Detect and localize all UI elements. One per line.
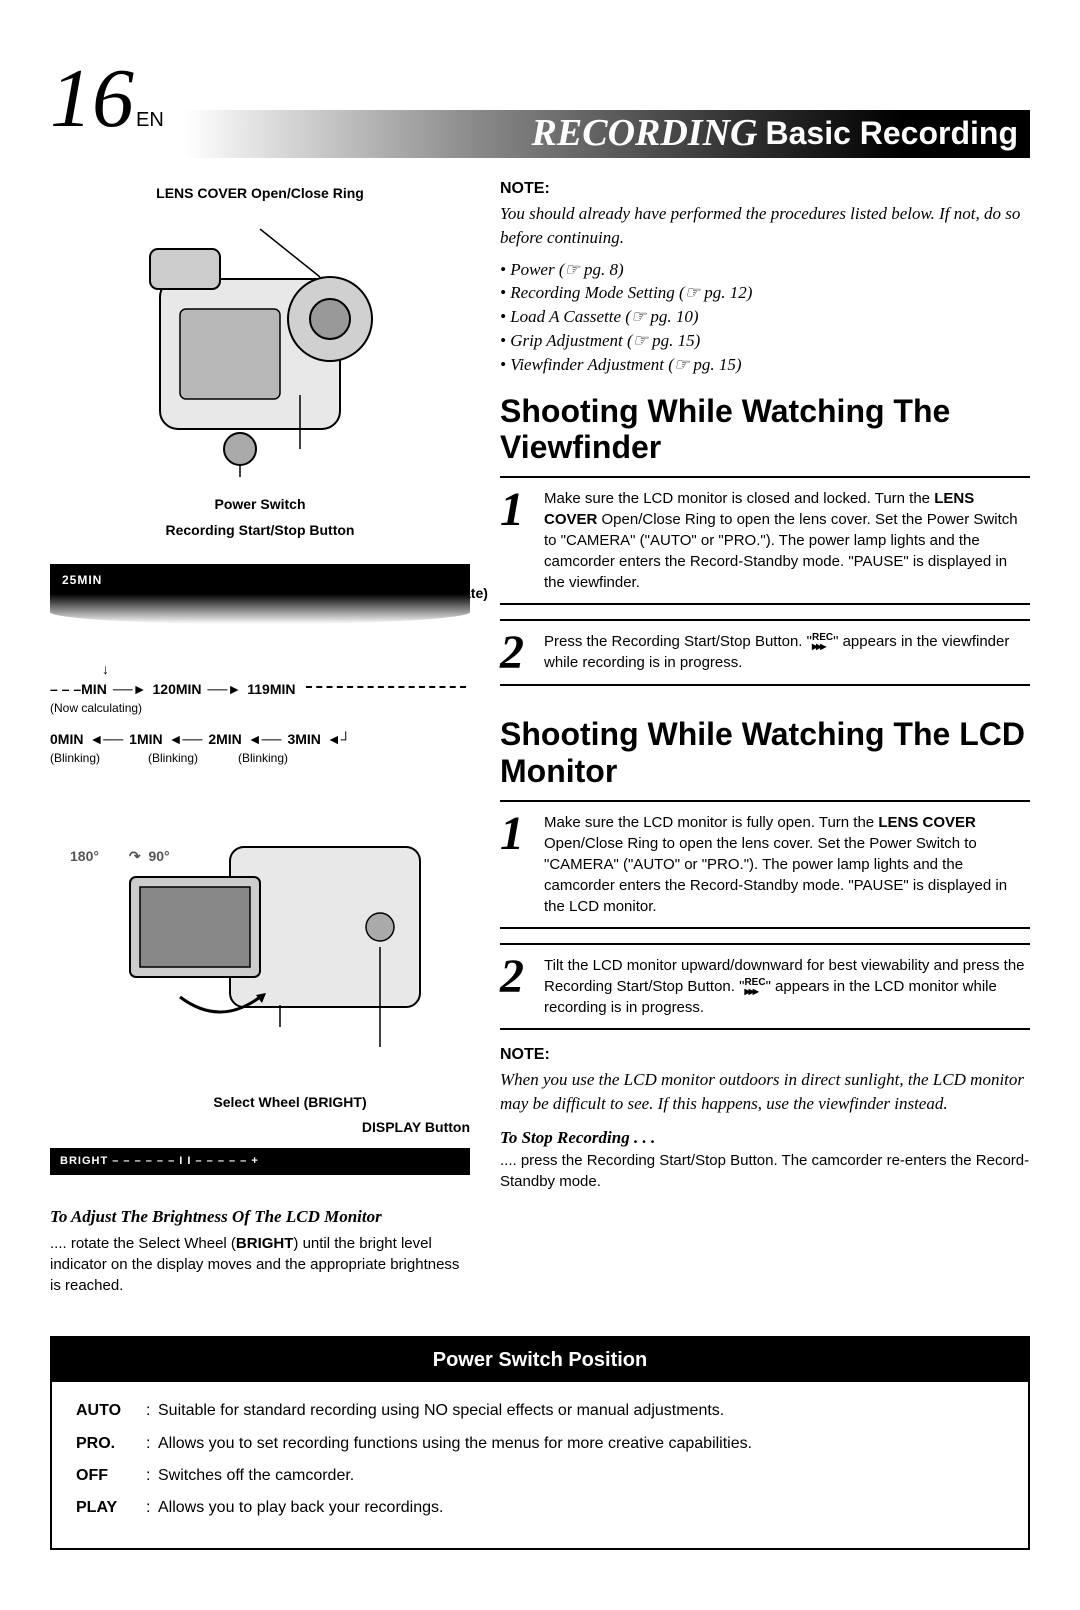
power-label-pro: PRO. [76,1433,146,1455]
page-header: 16EN RECORDING Basic Recording [50,40,1030,158]
section-lcd-title: Shooting While Watching The LCD Monitor [500,716,1030,790]
lens-cover-label: LENS COVER Open/Close Ring [50,184,470,204]
flow-minus: – – –MIN [50,680,107,700]
flow-119: 119MIN [247,680,295,700]
flow-120: 120MIN [153,680,202,700]
bullet-cassette: Load A Cassette (☞ pg. 10) [500,305,1030,329]
note-body-1: You should already have performed the pr… [500,202,1030,250]
blink-1: (Blinking) [148,750,232,767]
camcorder-svg-top [120,219,400,479]
power-row-off: OFF : Switches off the camcorder. [76,1465,1004,1487]
flow-0: 0MIN [50,730,83,750]
power-row-play: PLAY : Allows you to play back your reco… [76,1497,1004,1519]
flow-bottom-notes: (Blinking) (Blinking) (Blinking) [50,750,470,767]
blink-0: (Blinking) [50,750,120,767]
bright-indicator-bar: BRIGHT – – – – – – I I – – – – – + [50,1148,470,1175]
camcorder-diagram-lcd: 180° ↷ 90° [50,807,470,1087]
note-title-1: NOTE: [500,178,1030,200]
power-row-auto: AUTO : Suitable for standard recording u… [76,1400,1004,1422]
tape-indicator-block: Tape remaining time indicator (Approxima… [50,564,470,624]
power-desc-off: Switches off the camcorder. [158,1465,354,1487]
blink-2: (Blinking) [238,750,288,767]
step-number-icon: 2 [500,631,534,674]
time-flow-diagram: ↓ – – –MIN ──► 120MIN ──► 119MIN (Now ca… [50,660,470,766]
rec-button-label: Recording Start/Stop Button [50,521,470,541]
section-viewfinder-title: Shooting While Watching The Viewfinder [500,393,1030,467]
bullet-grip: Grip Adjustment (☞ pg. 15) [500,329,1030,353]
flow-top-note: (Now calculating) [50,700,470,717]
display-button-label: DISPLAY Button [50,1118,470,1138]
main-columns: LENS COVER Open/Close Ring Power Switch … [50,178,1030,1297]
note-body-2: When you use the LCD monitor outdoors in… [500,1068,1030,1116]
time-flow-bottom-row: 0MIN ◄── 1MIN ◄── 2MIN ◄── 3MIN ◄┘ [50,730,470,750]
left-column: LENS COVER Open/Close Ring Power Switch … [50,178,470,1297]
time-flow-top-row: – – –MIN ──► 120MIN ──► 119MIN [50,680,470,700]
power-desc-auto: Suitable for standard recording using NO… [158,1400,724,1422]
step-1-1-text: Make sure the LCD monitor is closed and … [544,488,1030,593]
adjust-brightness-title: To Adjust The Brightness Of The LCD Moni… [50,1205,470,1229]
note-title-2: NOTE: [500,1044,1030,1066]
angle-180: 180° [70,848,99,864]
power-desc-pro: Allows you to set recording functions us… [158,1433,752,1455]
power-box-title: Power Switch Position [52,1338,1028,1382]
angle-labels: 180° ↷ 90° [70,847,170,867]
rec-icon: REC▶▶▶ [812,633,833,651]
title-sub: Basic Recording [765,111,1018,156]
page-number-block: 16EN [50,40,164,158]
bullet-viewfinder: Viewfinder Adjustment (☞ pg. 15) [500,353,1030,377]
power-desc-play: Allows you to play back your recordings. [158,1497,443,1519]
step-1-2-pre: Press the Recording Start/Stop Button. " [544,633,812,650]
step-number-icon: 1 [500,812,534,917]
power-switch-label: Power Switch [50,495,470,515]
power-switch-box: Power Switch Position AUTO : Suitable fo… [50,1336,1030,1550]
stop-recording-title: To Stop Recording . . . [500,1126,1030,1150]
prerequisite-list: Power (☞ pg. 8) Recording Mode Setting (… [500,258,1030,377]
power-box-body: AUTO : Suitable for standard recording u… [52,1382,1028,1548]
flow-2: 2MIN [208,730,241,750]
select-wheel-label: Select Wheel (BRIGHT) [50,1093,470,1113]
stop-recording-text: .... press the Recording Start/Stop Butt… [500,1150,1030,1192]
page-lang: EN [136,109,164,131]
step-2-2-text: Tilt the LCD monitor upward/downward for… [544,955,1030,1018]
step-2-2: 2 Tilt the LCD monitor upward/downward f… [500,943,1030,1030]
step-1-2: 2 Press the Recording Start/Stop Button.… [500,619,1030,686]
power-row-pro: PRO. : Allows you to set recording funct… [76,1433,1004,1455]
title-bar: RECORDING Basic Recording [184,110,1030,158]
step-1-1: 1 Make sure the LCD monitor is closed an… [500,476,1030,605]
step-1-2-text: Press the Recording Start/Stop Button. "… [544,631,1030,674]
right-column: NOTE: You should already have performed … [500,178,1030,1297]
tape-indicator: 25MIN [50,564,470,624]
flow-3: 3MIN [287,730,320,750]
step-number-icon: 1 [500,488,534,593]
bullet-recmode: Recording Mode Setting (☞ pg. 12) [500,281,1030,305]
step-2-1-text: Make sure the LCD monitor is fully open.… [544,812,1030,917]
page-number: 16 [50,52,134,145]
camcorder-diagram-top [50,209,470,489]
step-number-icon: 2 [500,955,534,1018]
adjust-brightness-text: .... rotate the Select Wheel (BRIGHT) un… [50,1233,470,1296]
power-label-off: OFF [76,1465,146,1487]
step-2-1: 1 Make sure the LCD monitor is fully ope… [500,800,1030,929]
power-label-auto: AUTO [76,1400,146,1422]
flow-1: 1MIN [129,730,162,750]
power-label-play: PLAY [76,1497,146,1519]
rec-icon: REC▶▶▶ [744,978,765,996]
title-main: RECORDING [532,107,758,160]
bullet-power: Power (☞ pg. 8) [500,258,1030,282]
angle-90: 90° [148,848,169,864]
tape-value: 25MIN [62,572,102,589]
